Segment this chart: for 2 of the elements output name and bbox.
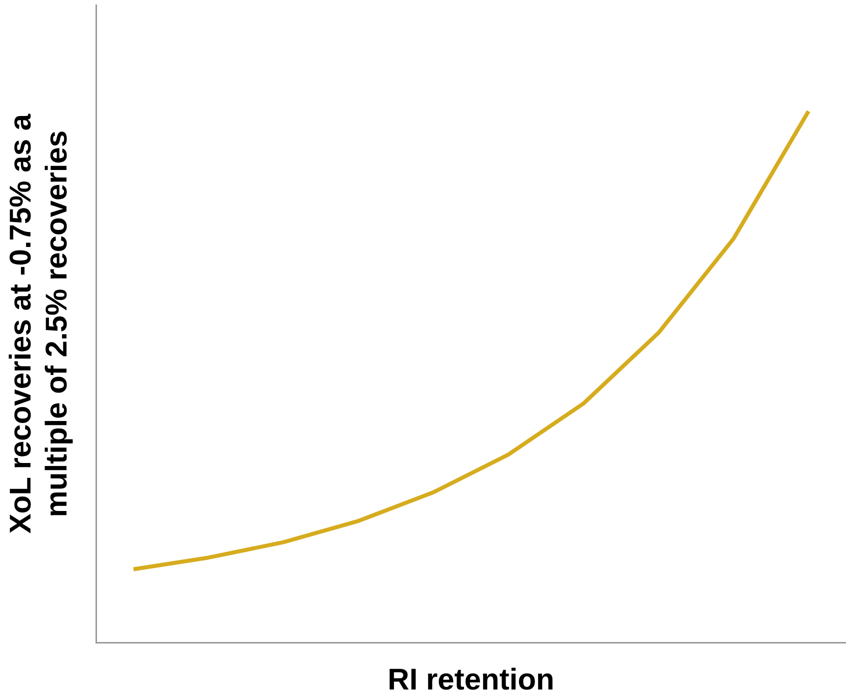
x-axis-title: RI retention bbox=[388, 663, 554, 696]
y-axis-title: XoL recoveries at -0.75% as a multiple of 2.5% recoveries bbox=[4, 114, 74, 534]
